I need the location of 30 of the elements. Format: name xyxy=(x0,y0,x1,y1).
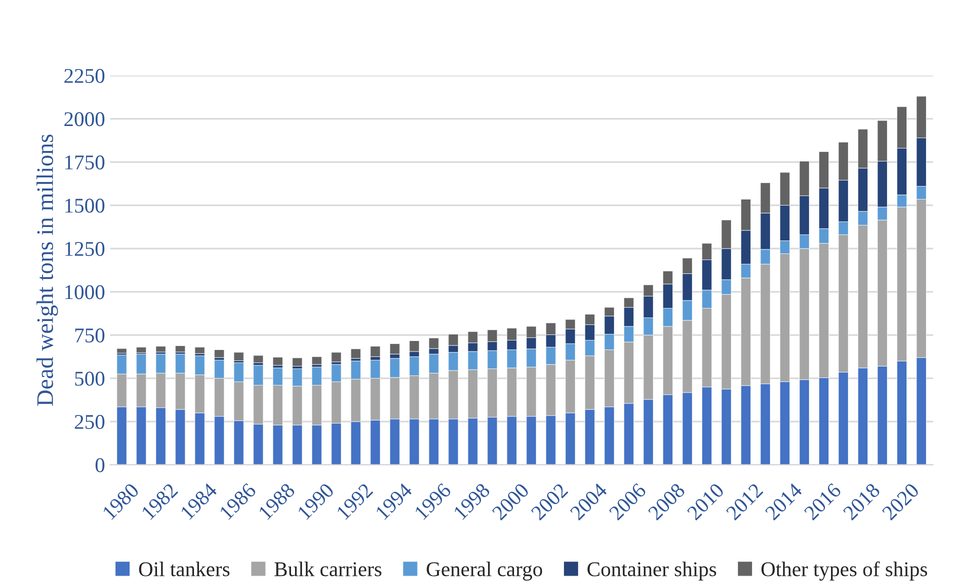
bar xyxy=(370,346,380,357)
bar xyxy=(312,356,322,365)
bar xyxy=(194,346,205,354)
bar xyxy=(253,355,264,363)
legend-label: Container ships xyxy=(588,562,716,581)
bar xyxy=(156,346,166,352)
y-tick-label: 1250 xyxy=(65,242,104,256)
y-tick-label: 2250 xyxy=(64,68,104,83)
y-tick-label: 1750 xyxy=(65,155,104,170)
bar xyxy=(390,343,400,354)
bar xyxy=(331,352,342,362)
legend-label: Bulk carriers xyxy=(274,562,382,576)
y-tick-label: 250 xyxy=(74,414,104,429)
bar xyxy=(175,346,186,352)
bar xyxy=(214,350,224,358)
bar xyxy=(234,352,244,361)
bar xyxy=(350,348,361,359)
bar xyxy=(272,356,283,366)
y-axis-title: Dead weight tons in millions xyxy=(36,134,58,406)
legend-label: Other types of ships xyxy=(761,561,928,581)
legend-label: Oil tankers xyxy=(139,562,230,576)
y-tick-label: 1000 xyxy=(65,285,104,300)
y-tick-label: 750 xyxy=(75,328,104,342)
y-tick-label: 0 xyxy=(96,458,104,472)
bar xyxy=(292,358,302,366)
y-tick-label: 500 xyxy=(75,372,104,386)
legend-label: General cargo xyxy=(426,562,542,581)
y-tick-label: 1500 xyxy=(65,198,104,213)
y-tick-label: 2000 xyxy=(64,112,104,126)
bar xyxy=(116,348,127,354)
